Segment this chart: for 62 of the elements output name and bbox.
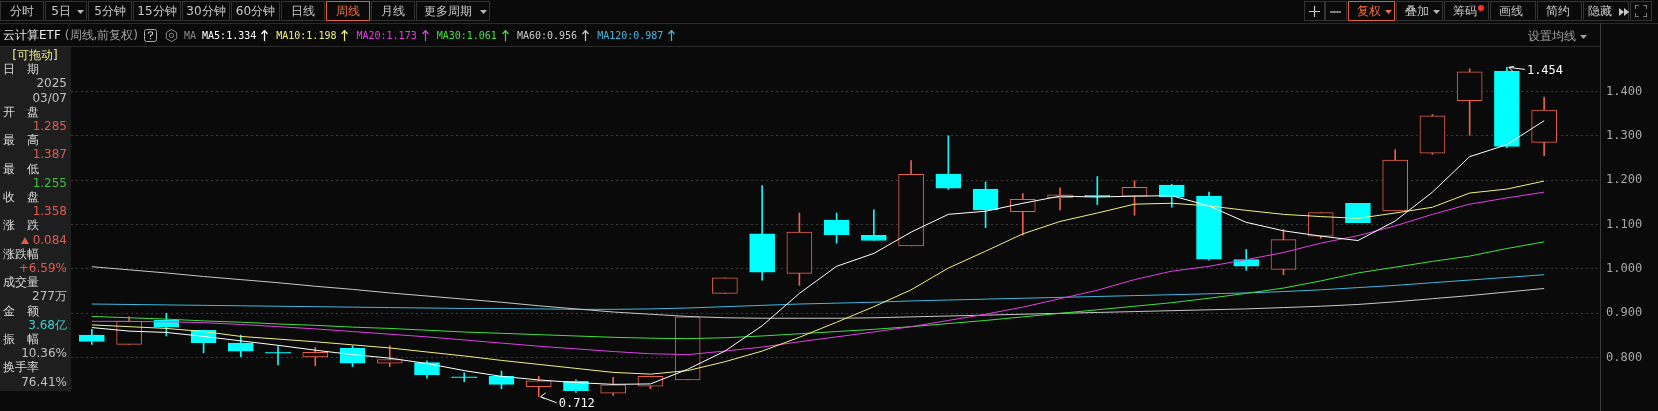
text: +6.59% [17, 261, 67, 275]
text: 277万 [31, 289, 67, 304]
text: 3.68亿 [27, 317, 67, 332]
text: 60分钟 [231, 1, 280, 21]
text: MA [184, 29, 197, 41]
text: 2025 [35, 76, 67, 91]
annotation: 1.454 [1526, 62, 1564, 77]
text: 涨跌 [3, 218, 52, 233]
text: 筹码 [1444, 1, 1489, 21]
chart-subtitle: (周线,前复权) [64, 26, 139, 44]
text: 涨跌幅 [3, 246, 40, 261]
text: 简约 [1537, 1, 1582, 21]
text: 1.358 [31, 204, 67, 219]
text: 叠加 [1396, 1, 1443, 21]
annotation: 0.712 [558, 395, 595, 410]
candlestick [861, 209, 887, 241]
text: 周线 [326, 1, 370, 21]
text: 振幅 [3, 332, 52, 346]
legend-label: MA20:1.173 [356, 29, 417, 41]
text: 15分钟 [133, 1, 181, 21]
text: 更多周期 [416, 1, 490, 21]
text: 成交量 [3, 275, 40, 290]
y-tick-label: 1.400 [1606, 83, 1643, 98]
text: 复权 [1348, 1, 1395, 21]
text: 10.36% [20, 346, 67, 361]
text: 76.41% [20, 374, 67, 389]
text: 隐藏 [1583, 1, 1629, 21]
legend-label: MA120:0.987 [597, 29, 664, 41]
text: 0.084 [31, 232, 67, 247]
legend-label: MA30:1.061 [436, 29, 497, 41]
text: 1.285 [31, 119, 67, 133]
text: 最低 [3, 161, 52, 176]
text: 设置均线 [1528, 28, 1576, 45]
text: 画线 [1490, 1, 1536, 21]
y-tick-label: 1.100 [1606, 216, 1643, 231]
text: 换手率 [3, 360, 40, 375]
text: 5分钟 [88, 1, 132, 21]
y-tick-label: 1.200 [1606, 172, 1643, 187]
legend-label: MA10:1.198 [276, 29, 337, 41]
text: 30分钟 [182, 1, 230, 21]
text: 03/07 [31, 90, 67, 105]
candlestick [451, 372, 478, 383]
text: 5日 [45, 1, 87, 21]
text: 日期 [3, 62, 52, 77]
legend-label: MA60:0.956 [516, 29, 578, 41]
text: 收盘 [3, 190, 52, 204]
candlestick [265, 346, 291, 366]
text: 日线 [281, 1, 325, 21]
legend-label: MA5:1.334 [202, 29, 257, 41]
y-tick-label: 0.800 [1606, 349, 1643, 364]
chart-title: 云计算ETF [3, 26, 61, 44]
text: 最高 [3, 133, 52, 148]
text: 1.255 [31, 175, 67, 190]
text: 开盘 [3, 104, 52, 119]
y-tick-label: 1.300 [1606, 127, 1643, 142]
text: 金额 [3, 303, 52, 318]
text: 月线 [371, 1, 415, 21]
text: 1.387 [31, 147, 67, 162]
y-tick-label: 1.000 [1606, 261, 1643, 276]
text: [可拖动] [11, 48, 59, 62]
text: 分时 [0, 1, 44, 21]
y-tick-label: 0.900 [1606, 305, 1643, 320]
